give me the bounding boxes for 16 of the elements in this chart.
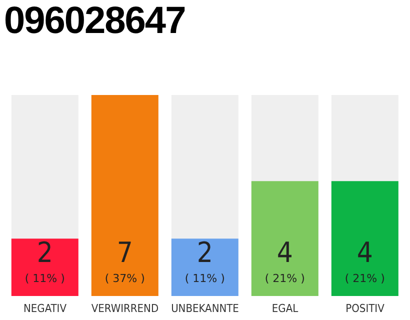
x-tick-label: POSITIV (346, 302, 385, 315)
annotation: ( 21% ) (344, 272, 385, 285)
x-tick-label: NEGATIV (24, 302, 67, 315)
annotation: ( 21% ) (264, 272, 305, 285)
annotation: ( 11% ) (24, 272, 65, 285)
data-label: 7 (116, 236, 133, 269)
annotation: ( 11% ) (184, 272, 225, 285)
annotation: ( 37% ) (104, 272, 145, 285)
data-label: 4 (356, 236, 373, 269)
data-label: 2 (36, 236, 53, 269)
data-label: 2 (196, 236, 213, 269)
x-tick-label: EGAL (272, 302, 299, 315)
data-label: 4 (276, 236, 293, 269)
x-tick-label: UNBEKANNTE (171, 302, 239, 315)
x-tick-label: VERWIRREND (91, 302, 159, 315)
chart-title: 096028647 (4, 0, 186, 43)
